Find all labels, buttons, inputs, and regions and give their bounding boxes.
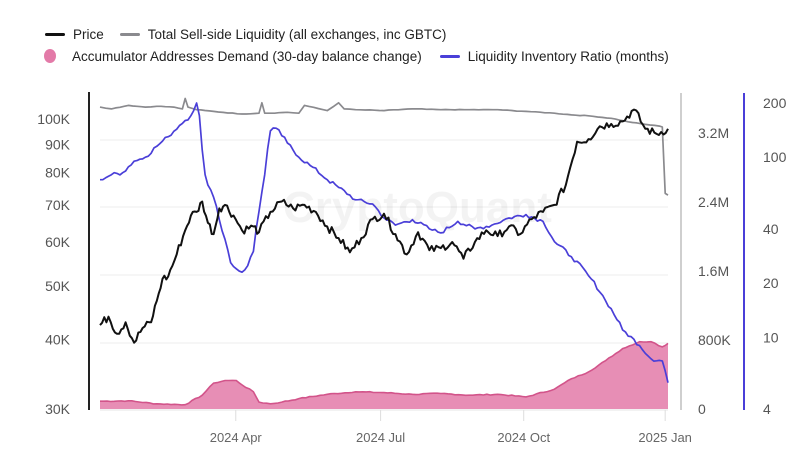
legend-item-inventory-ratio[interactable]: Liquidity Inventory Ratio (months) — [439, 48, 669, 64]
x-tick-label: 2024 Apr — [210, 430, 263, 445]
x-tick-label: 2025 Jan — [638, 430, 692, 445]
legend-row-2: Accumulator Addresses Demand (30-day bal… — [44, 45, 685, 67]
accumulator-demand-area — [100, 341, 668, 409]
legend-label-price: Price — [73, 26, 104, 42]
legend-item-sell-side-liquidity[interactable]: Total Sell-side Liquidity (all exchanges… — [119, 26, 447, 42]
accumulator-demand-line — [100, 340, 669, 406]
inventory-ratio-line — [100, 102, 669, 383]
price-tick-label: 40K — [45, 332, 71, 348]
price-tick-label: 30K — [45, 401, 71, 417]
ratio-tick-label: 200 — [763, 95, 787, 111]
sell-side-liquidity-line — [99, 97, 669, 196]
ratio-tick-label: 20 — [763, 275, 779, 291]
liquidity-tick-label: 800K — [698, 332, 731, 348]
ratio-tick-label: 100 — [763, 149, 787, 165]
legend-label-inventory-ratio: Liquidity Inventory Ratio (months) — [467, 48, 669, 64]
series-layer — [99, 97, 669, 409]
legend-item-accumulator-demand[interactable]: Accumulator Addresses Demand (30-day bal… — [44, 49, 422, 64]
price-tick-label: 80K — [45, 165, 71, 181]
legend-label-accumulator-demand: Accumulator Addresses Demand (30-day bal… — [72, 48, 422, 64]
x-tick-label: 2024 Oct — [497, 430, 550, 445]
ratio-tick-label: 10 — [763, 329, 779, 345]
legend: Price Total Sell-side Liquidity (all exc… — [44, 23, 685, 67]
price-tick-label: 90K — [45, 136, 71, 152]
price-tick-label: 100K — [37, 111, 70, 127]
price-tick-label: 70K — [45, 197, 71, 213]
liquidity-line-swatch-icon — [119, 32, 140, 36]
gridlines — [100, 139, 668, 344]
price-tick-label: 50K — [45, 278, 71, 294]
liquidity-tick-label: 1.6M — [698, 263, 729, 279]
ratio-line-swatch-icon — [439, 54, 460, 58]
legend-item-price[interactable]: Price — [45, 27, 104, 42]
price-line — [99, 108, 669, 344]
ratio-tick-label: 4 — [763, 401, 771, 417]
liquidity-tick-label: 2.4M — [698, 194, 729, 210]
liquidity-tick-label: 3.2M — [698, 125, 729, 141]
liquidity-tick-label: 0 — [698, 401, 706, 417]
ratio-tick-label: 40 — [763, 221, 779, 237]
x-tick-label: 2024 Jul — [356, 430, 405, 445]
axes: 30K 40K 50K 60K 70K 80K 90K 100K 0 800K 1.6M 2.4M 3.… — [37, 92, 787, 445]
accumulator-dot-swatch-icon — [44, 49, 56, 63]
price-tick-label: 60K — [45, 234, 71, 250]
legend-label-sell-side-liquidity: Total Sell-side Liquidity (all exchanges… — [147, 26, 447, 42]
legend-row-1: Price Total Sell-side Liquidity (all exc… — [45, 23, 685, 45]
price-line-swatch-icon — [45, 32, 65, 36]
